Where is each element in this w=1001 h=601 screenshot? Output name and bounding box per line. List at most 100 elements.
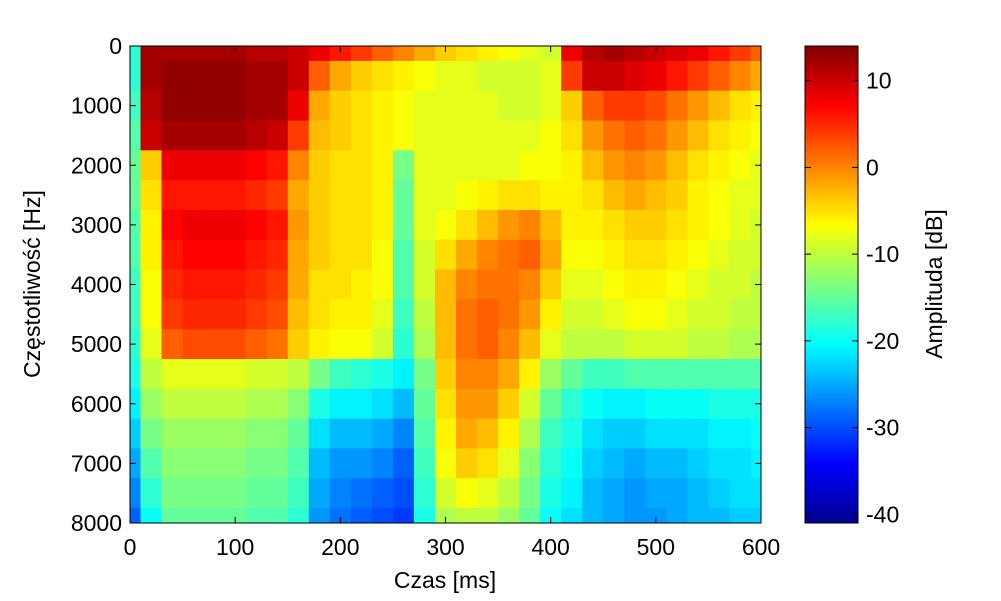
heatmap-cell: [224, 120, 247, 151]
heatmap-cell: [666, 478, 688, 509]
heatmap-cell: [245, 448, 268, 479]
heatmap-cell: [308, 478, 331, 509]
heatmap-cell: [392, 46, 415, 62]
heatmap-cell: [266, 388, 289, 420]
heatmap-cell: [140, 150, 163, 181]
heatmap-cell: [434, 60, 457, 92]
heatmap-cell: [371, 329, 394, 360]
heatmap-cell: [519, 478, 541, 509]
heatmap-cell: [350, 359, 373, 390]
heatmap-cell: [519, 329, 541, 360]
heatmap-cell: [519, 180, 541, 211]
heatmap-cell: [392, 478, 415, 509]
heatmap-cell: [603, 418, 625, 449]
heatmap-cell: [434, 120, 457, 151]
heatmap-cell: [624, 388, 646, 420]
heatmap-cell: [561, 60, 583, 92]
heatmap-cell: [161, 359, 184, 390]
heatmap-cell: [350, 388, 373, 420]
heatmap-cell: [203, 120, 226, 151]
heatmap-cell: [434, 299, 457, 330]
heatmap-cell: [624, 448, 646, 479]
heatmap-cell: [266, 120, 289, 151]
heatmap-cell: [456, 299, 478, 330]
heatmap-cell: [203, 90, 226, 122]
heatmap-cell: [561, 46, 583, 62]
heatmap-cell: [582, 239, 604, 271]
heatmap-cell: [203, 448, 226, 479]
heatmap-cell: [603, 46, 625, 62]
heatmap-cell: [224, 359, 247, 390]
heatmap-cell: [140, 120, 163, 151]
heatmap-cell: [519, 60, 541, 92]
heatmap-cell: [413, 329, 436, 360]
heatmap-cell: [266, 90, 289, 122]
heatmap-cell: [603, 448, 625, 479]
heatmap-cell: [371, 150, 394, 181]
heatmap-cell: [477, 180, 499, 211]
heatmap-cell: [329, 239, 352, 271]
heatmap-cell: [645, 90, 667, 122]
heatmap-cell: [329, 418, 352, 449]
heatmap-cell: [603, 269, 625, 300]
heatmap-cell: [266, 448, 289, 479]
heatmap-cell: [350, 90, 373, 122]
heatmap-cell: [477, 478, 499, 509]
heatmap-cell: [519, 209, 541, 241]
heatmap-cell: [287, 46, 310, 62]
heatmap-cell: [687, 120, 709, 151]
heatmap-cell: [266, 239, 289, 271]
heatmap-cell: [371, 60, 394, 92]
heatmap-cell: [182, 448, 205, 479]
heatmap-cell: [666, 448, 688, 479]
heatmap-cell: [750, 359, 761, 390]
heatmap-cell: [308, 239, 331, 271]
heatmap-cell: [350, 239, 373, 271]
colorbar-tick-label: -20: [866, 328, 899, 354]
heatmap-cell: [540, 90, 562, 122]
heatmap-cell: [477, 388, 499, 420]
heatmap-cell: [161, 90, 184, 122]
heatmap-cell: [182, 180, 205, 211]
heatmap-cell: [130, 120, 142, 151]
y-tick-label: 6000: [71, 391, 122, 417]
x-tick-label: 200: [321, 534, 359, 560]
x-tick-label: 0: [124, 534, 137, 560]
heatmap-cell: [266, 418, 289, 449]
heatmap-cell: [477, 209, 499, 241]
heatmap-cell: [456, 388, 478, 420]
heatmap-cell: [687, 299, 709, 330]
heatmap-cell: [329, 209, 352, 241]
heatmap-cell: [456, 60, 478, 92]
heatmap-cell: [182, 508, 205, 523]
heatmap-cell: [498, 60, 520, 92]
heatmap-cell: [161, 508, 184, 523]
heatmap-cell: [182, 359, 205, 390]
heatmap-cell: [645, 60, 667, 92]
heatmap-cell: [477, 418, 499, 449]
heatmap-cell: [582, 120, 604, 151]
heatmap-cell: [329, 478, 352, 509]
heatmap-cell: [308, 269, 331, 300]
heatmap-cell: [224, 388, 247, 420]
heatmap-cell: [750, 46, 761, 62]
heatmap-cell: [350, 150, 373, 181]
heatmap-cell: [561, 359, 583, 390]
colorbar-label: Amplituda [dB]: [921, 209, 947, 359]
heatmap-cell: [540, 180, 562, 211]
heatmap-cell: [182, 388, 205, 420]
heatmap-cell: [498, 418, 520, 449]
heatmap-cell: [371, 180, 394, 211]
heatmap-cell: [392, 299, 415, 330]
heatmap-cell: [582, 90, 604, 122]
heatmap-cell: [708, 150, 730, 181]
heatmap-cell: [687, 329, 709, 360]
heatmap-cell: [266, 150, 289, 181]
heatmap-cell: [624, 478, 646, 509]
heatmap-cell: [287, 299, 310, 330]
heatmap-cell: [434, 46, 457, 62]
heatmap-cell: [329, 60, 352, 92]
heatmap-cell: [456, 418, 478, 449]
heatmap-cell: [224, 209, 247, 241]
